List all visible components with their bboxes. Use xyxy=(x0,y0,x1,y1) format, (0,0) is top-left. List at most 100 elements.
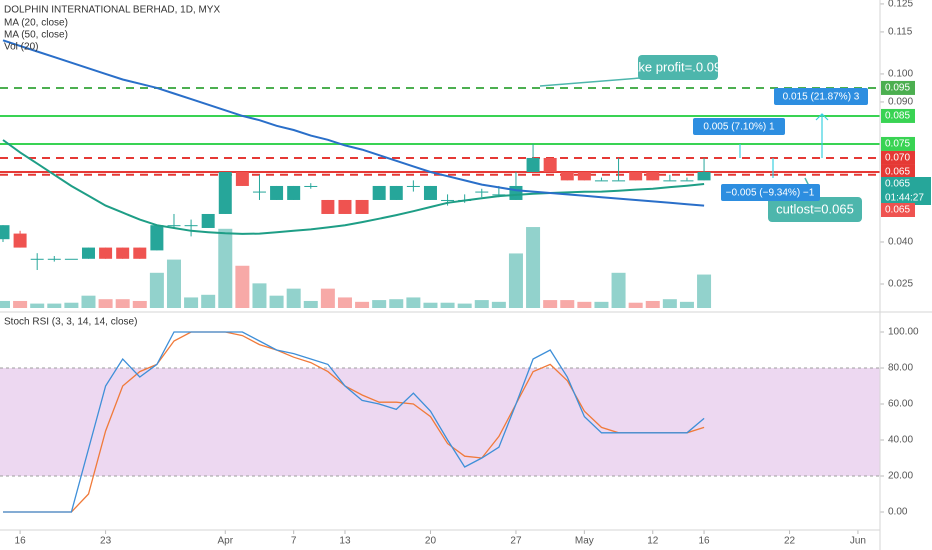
candle-body xyxy=(0,225,10,240)
candle-body xyxy=(543,157,557,172)
annotation: take profit=.0.095 xyxy=(628,59,729,74)
y-tick-label: 40.00 xyxy=(888,435,913,446)
volume-bar xyxy=(406,297,421,308)
candle-body xyxy=(492,194,506,196)
candle-body xyxy=(116,247,130,259)
stoch-line xyxy=(3,331,705,513)
legend-entry: Vol (20) xyxy=(4,42,38,53)
current-price-badge xyxy=(881,177,931,205)
y-tick-label: 60.00 xyxy=(888,399,913,410)
price-badge xyxy=(881,164,915,179)
legend-entry: MA (50, close) xyxy=(4,30,68,41)
candle-body xyxy=(184,225,198,227)
volume-bar xyxy=(457,303,472,308)
x-tick-label: 23 xyxy=(100,536,112,547)
candle-body xyxy=(150,225,164,251)
price-badge-label: 0.075 xyxy=(885,139,910,150)
x-tick-label: 27 xyxy=(510,536,522,547)
y-tick-label: 0.125 xyxy=(888,0,913,10)
volume-bar xyxy=(81,295,96,308)
price-badge-label: 0.095 xyxy=(885,83,910,94)
volume-bar xyxy=(697,274,712,308)
volume-bar xyxy=(132,300,147,308)
volume-bar xyxy=(372,300,387,308)
candle-body xyxy=(338,199,352,214)
annotation: cutlost=0.065 xyxy=(776,201,854,216)
candle-body xyxy=(646,171,660,181)
candle-body xyxy=(680,180,694,182)
volume-bar xyxy=(662,299,677,308)
candle-body xyxy=(13,233,27,248)
candle-body xyxy=(526,157,540,172)
candle-body xyxy=(270,185,284,200)
measure-arrows xyxy=(739,113,829,178)
price-badge-label: 0.085 xyxy=(885,111,910,122)
measure-box xyxy=(774,88,868,105)
price-badge-label: 0.065 xyxy=(885,205,910,216)
candle-body xyxy=(509,185,523,200)
volume-bar xyxy=(30,303,45,308)
candle-body xyxy=(697,171,711,181)
x-tick-label: 16 xyxy=(15,536,27,547)
y-tick-label: 20.00 xyxy=(888,471,913,482)
y-tick-label: 100.00 xyxy=(888,327,919,338)
volume-bar xyxy=(679,301,694,308)
x-tick-label: 7 xyxy=(291,536,297,547)
x-tick-label: May xyxy=(575,536,594,547)
volume-bar xyxy=(184,297,199,308)
candle-body xyxy=(218,171,232,214)
legend-entry: MA (20, close) xyxy=(4,18,68,29)
volume-bar xyxy=(166,259,181,308)
price-badge xyxy=(881,136,915,151)
stoch-line xyxy=(3,331,705,513)
x-tick-label: 13 xyxy=(339,536,351,547)
countdown-label: 01:44:27 xyxy=(885,193,924,204)
volume-bar xyxy=(269,295,284,308)
volume-bar xyxy=(149,272,164,308)
candle-body xyxy=(663,180,677,182)
ma-line xyxy=(2,39,705,207)
candle-body xyxy=(441,199,455,201)
volume-bar xyxy=(645,300,660,308)
volume-bar xyxy=(98,299,113,308)
volume-bar xyxy=(47,303,62,308)
price-badge xyxy=(881,150,915,165)
candle-body xyxy=(594,180,608,182)
candle-body xyxy=(167,225,181,227)
candle-body xyxy=(64,258,78,260)
pane-title: Stoch RSI (3, 3, 14, 14, close) xyxy=(4,317,137,328)
measure-label: −0.005 (−9.34%) −1 xyxy=(726,188,815,199)
y-tick-label: 0.090 xyxy=(888,97,913,108)
volume-bar xyxy=(560,300,575,308)
candle-body xyxy=(612,180,626,182)
current-price-label: 0.065 xyxy=(885,179,910,190)
candle-body xyxy=(560,171,574,181)
y-tick-label: 0.100 xyxy=(888,69,913,80)
candle-body xyxy=(475,191,489,193)
callout-box xyxy=(638,55,718,80)
volume-bar xyxy=(611,272,626,308)
candle-body xyxy=(252,191,266,193)
measure-label: 0.015 (21.87%) 3 xyxy=(783,92,860,103)
chart-title: DOLPHIN INTERNATIONAL BERHAD, 1D, MYX xyxy=(4,5,220,16)
x-tick-label: 20 xyxy=(425,536,437,547)
volume-bar xyxy=(201,294,216,308)
volume-bar xyxy=(508,253,523,308)
x-tick-label: 12 xyxy=(647,536,659,547)
volume-bar xyxy=(543,300,558,308)
candle-body xyxy=(372,185,386,200)
volume-bar xyxy=(526,227,541,308)
candle-body xyxy=(47,258,61,260)
candle-body xyxy=(99,247,113,259)
volume-bar xyxy=(218,228,233,308)
candle-body xyxy=(389,185,403,200)
volume-bar xyxy=(13,300,28,308)
volume-bar xyxy=(64,302,79,308)
candle-body xyxy=(304,185,318,187)
y-tick-label: 80.00 xyxy=(888,363,913,374)
candle-body xyxy=(355,199,369,214)
volume-bar xyxy=(286,288,301,308)
volume-bar xyxy=(115,299,130,308)
candle-body xyxy=(577,171,591,181)
